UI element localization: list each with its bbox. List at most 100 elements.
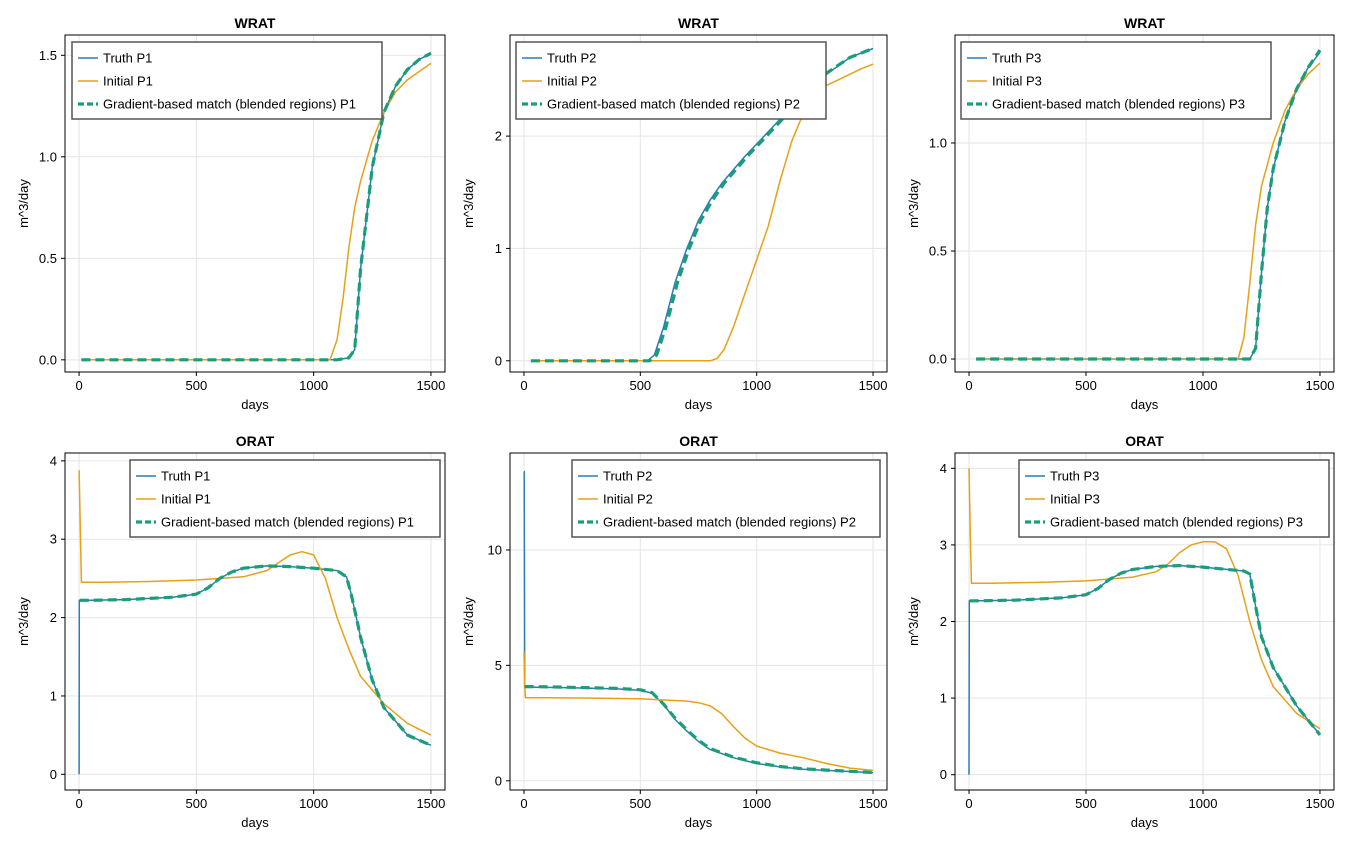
x-tick-label: 1500 [1306, 378, 1335, 393]
series-line-3 [976, 49, 1322, 361]
legend: Truth P1 Initial P1 Gradient-based match (… [129, 459, 441, 538]
y-tick-label: 10 [488, 542, 502, 557]
y-tick-label: 0 [495, 773, 502, 788]
x-tick-label: 0 [75, 378, 82, 393]
y-axis-label: m^3/day [16, 179, 31, 228]
x-axis-label: days [685, 397, 713, 412]
y-tick-label: 0 [50, 767, 57, 782]
legend-box [960, 41, 1272, 120]
legend-box [129, 459, 441, 538]
x-tick-label: 0 [965, 378, 972, 393]
legend-label: Truth P1 [161, 469, 210, 484]
legend-box [515, 41, 827, 120]
x-tick-label: 1000 [1189, 796, 1218, 811]
series-line-2 [81, 62, 432, 361]
legend-box [1018, 459, 1330, 538]
series-line-2 [523, 651, 874, 772]
y-tick-label: 5 [495, 658, 502, 673]
x-tick-label: 1500 [859, 378, 888, 393]
legend-label: Gradient-based match (blended regions) P… [161, 515, 414, 530]
y-tick-label: 0 [495, 353, 502, 368]
y-tick-label: 1 [495, 241, 502, 256]
y-tick-label: 1.0 [929, 136, 947, 151]
x-tick-label: 500 [186, 796, 208, 811]
x-tick-label: 1000 [299, 796, 328, 811]
y-tick-label: 1 [50, 688, 57, 703]
legend: Truth P3 Initial P3 Gradient-based match (… [1018, 459, 1330, 538]
chart-panel-5: 0 500 1000 1500 0 5 10 ORAT days m^3/day Truth P2 I… [461, 433, 888, 830]
legend-label: Gradient-based match (blended regions) P… [1050, 515, 1303, 530]
series-line-3 [524, 685, 874, 775]
legend-box [71, 41, 383, 120]
series-line-2 [968, 468, 1321, 730]
x-axis-label: days [1131, 397, 1159, 412]
chart-title: ORAT [236, 433, 275, 449]
y-axis-label: m^3/day [461, 597, 476, 646]
legend-label: Initial P1 [103, 74, 153, 89]
x-axis-label: days [241, 397, 269, 412]
chart-panel-6: 0 500 1000 1500 0 1 2 3 4 ORAT days m^3/day Truth P3… [906, 433, 1335, 830]
chart-title: ORAT [1125, 433, 1164, 449]
legend-label: Gradient-based match (blended regions) P… [992, 97, 1245, 112]
legend-label: Truth P2 [603, 469, 652, 484]
legend: Truth P2 Initial P2 Gradient-based match (… [515, 41, 827, 120]
plot-frame [954, 34, 1335, 373]
legend-label: Truth P3 [1050, 469, 1099, 484]
legend-label: Initial P2 [603, 492, 653, 507]
chart-panel-1: 0 500 1000 1500 0.0 0.5 1.0 1.5 WRAT days m^3/day T… [16, 15, 446, 412]
chart-title: WRAT [1124, 15, 1165, 31]
legend-label: Gradient-based match (blended regions) P… [103, 97, 356, 112]
y-tick-label: 1.0 [39, 149, 57, 164]
y-tick-label: 2 [940, 614, 947, 629]
series-line-2 [530, 63, 874, 362]
legend-label: Initial P1 [161, 492, 211, 507]
y-tick-label: 1.5 [39, 48, 57, 63]
x-tick-label: 1000 [299, 378, 328, 393]
x-tick-label: 1500 [859, 796, 888, 811]
y-tick-label: 0.5 [39, 251, 57, 266]
y-tick-label: 0.5 [929, 244, 947, 259]
plot-frame [509, 34, 888, 373]
plot-frame [509, 452, 888, 791]
x-axis-label: days [1131, 815, 1159, 830]
chart-panel-2: 0 500 1000 1500 0 1 2 WRAT days m^3/day Truth P2 In… [461, 15, 888, 412]
x-tick-label: 500 [1075, 796, 1097, 811]
y-tick-label: 4 [50, 453, 57, 468]
series-line-1 [78, 565, 432, 775]
y-tick-label: 2 [50, 610, 57, 625]
y-tick-label: 3 [50, 532, 57, 547]
x-axis-label: days [241, 815, 269, 830]
legend: Truth P1 Initial P1 Gradient-based match (… [71, 41, 383, 120]
x-tick-label: 0 [520, 796, 527, 811]
x-tick-label: 0 [520, 378, 527, 393]
legend-box [571, 459, 881, 538]
y-tick-label: 4 [940, 461, 947, 476]
x-tick-label: 500 [629, 796, 651, 811]
x-tick-label: 1000 [742, 378, 771, 393]
x-tick-label: 0 [75, 796, 82, 811]
y-tick-label: 1 [940, 691, 947, 706]
x-tick-label: 500 [629, 378, 651, 393]
legend-label: Initial P3 [992, 74, 1042, 89]
legend-label: Truth P3 [992, 51, 1041, 66]
x-tick-label: 1000 [1189, 378, 1218, 393]
x-tick-label: 1000 [742, 796, 771, 811]
y-axis-label: m^3/day [461, 179, 476, 228]
legend-label: Truth P1 [103, 51, 152, 66]
legend-label: Initial P2 [547, 74, 597, 89]
x-tick-label: 1500 [1306, 796, 1335, 811]
y-tick-label: 2 [495, 129, 502, 144]
series-line-2 [78, 470, 432, 736]
legend-label: Initial P3 [1050, 492, 1100, 507]
series-line-1 [968, 564, 1321, 775]
chart-title: WRAT [235, 15, 276, 31]
y-axis-label: m^3/day [16, 597, 31, 646]
series-line-3 [969, 564, 1322, 736]
y-tick-label: 0 [940, 767, 947, 782]
legend-label: Truth P2 [547, 51, 596, 66]
x-tick-label: 1500 [416, 378, 445, 393]
x-tick-label: 1500 [416, 796, 445, 811]
y-tick-label: 3 [940, 537, 947, 552]
x-tick-label: 0 [965, 796, 972, 811]
